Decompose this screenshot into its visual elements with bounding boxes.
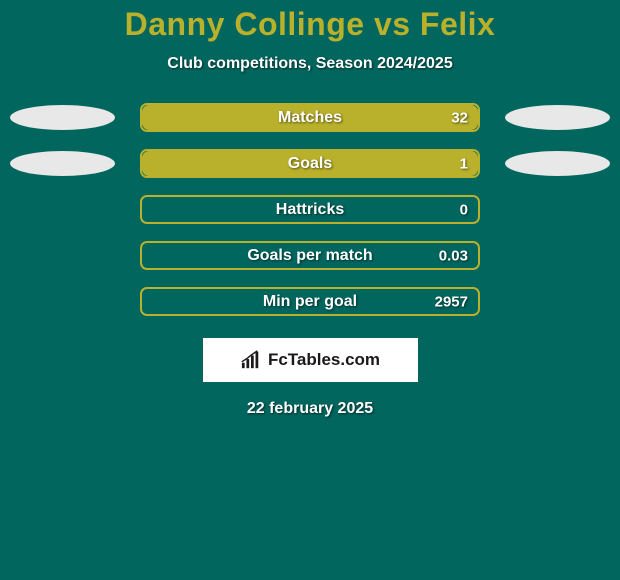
stat-label: Matches: [278, 109, 342, 127]
stat-value: 0.03: [439, 247, 468, 264]
brand-text: FcTables.com: [268, 350, 380, 370]
stat-value: 0: [460, 201, 468, 218]
right-ellipse: [505, 105, 610, 130]
left-ellipse: [10, 151, 115, 176]
chart-icon: [240, 350, 262, 370]
subtitle: Club competitions, Season 2024/2025: [0, 55, 620, 73]
stat-label: Min per goal: [263, 293, 357, 311]
stat-row: Hattricks 0: [0, 195, 620, 224]
right-ellipse: [505, 151, 610, 176]
stat-label: Hattricks: [276, 201, 344, 219]
stat-value: 2957: [435, 293, 468, 310]
stat-bar: Hattricks 0: [140, 195, 480, 224]
stat-value: 32: [451, 109, 468, 126]
date-text: 22 february 2025: [0, 400, 620, 418]
stat-bar: Goals per match 0.03: [140, 241, 480, 270]
stat-row: Goals 1: [0, 149, 620, 178]
player1-name: Danny Collinge: [125, 6, 365, 42]
stat-bar: Min per goal 2957: [140, 287, 480, 316]
stats-rows: Matches 32 Goals 1 Hattricks 0 Goals per match…: [0, 103, 620, 316]
left-ellipse: [10, 105, 115, 130]
stat-label: Goals per match: [247, 247, 372, 265]
stat-bar: Matches 32: [140, 103, 480, 132]
stat-row: Matches 32: [0, 103, 620, 132]
player2-name: Felix: [420, 6, 495, 42]
stat-bar: Goals 1: [140, 149, 480, 178]
stat-value: 1: [460, 155, 468, 172]
brand-badge: FcTables.com: [203, 338, 418, 382]
stat-row: Goals per match 0.03: [0, 241, 620, 270]
comparison-infographic: Danny Collinge vs Felix Club competition…: [0, 0, 620, 580]
stat-row: Min per goal 2957: [0, 287, 620, 316]
page-title: Danny Collinge vs Felix: [0, 6, 620, 43]
stat-label: Goals: [288, 155, 332, 173]
vs-separator: vs: [365, 6, 420, 42]
